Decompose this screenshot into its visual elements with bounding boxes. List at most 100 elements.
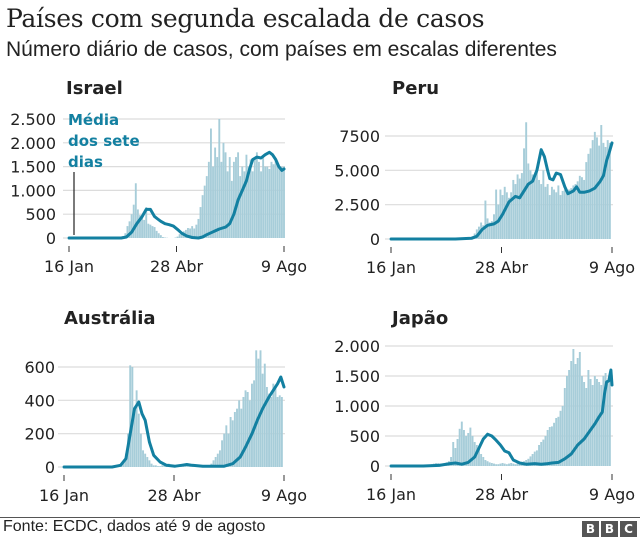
daily-bar-australia (236, 408, 238, 467)
y-tick-label-japan: 2.000 (334, 337, 380, 356)
daily-bar-japan (486, 461, 489, 466)
daily-bar-israel (197, 218, 200, 238)
daily-bar-israel (239, 176, 242, 238)
daily-bar-israel (149, 224, 152, 238)
daily-bar-australia (135, 390, 138, 467)
daily-bar-japan (548, 427, 551, 466)
daily-bar-israel (191, 226, 194, 238)
daily-bar-japan (460, 421, 463, 466)
bbc-logo-letter: B (601, 521, 618, 537)
daily-bar-australia (270, 397, 273, 467)
x-tick-label-israel: 16 Jan (44, 257, 94, 276)
daily-bar-israel (212, 166, 214, 238)
y-tick-label-israel: 0 (46, 229, 56, 248)
daily-bar-japan (608, 379, 611, 466)
daily-bar-israel (147, 223, 150, 238)
footer-divider (0, 517, 640, 518)
daily-bar-israel (243, 171, 246, 238)
seven-day-average-annotation: Média dos sete dias (68, 110, 140, 173)
daily-bar-israel (260, 171, 262, 238)
daily-bar-peru (516, 174, 519, 239)
daily-bar-japan (484, 460, 487, 466)
daily-bar-japan (503, 463, 506, 466)
daily-bar-australia (154, 465, 157, 467)
daily-bar-japan (499, 463, 502, 466)
daily-bar-israel (132, 204, 135, 238)
daily-bar-japan (467, 433, 470, 466)
daily-bar-australia (184, 466, 187, 467)
daily-bar-israel (178, 234, 181, 238)
daily-bar-israel (203, 185, 206, 238)
daily-bar-peru (490, 221, 493, 239)
daily-bar-australia (246, 392, 249, 467)
x-tick-label-australia: 16 Jan (39, 486, 89, 505)
daily-bar-japan (585, 388, 588, 466)
daily-bar-australia (186, 466, 189, 467)
daily-bar-japan (452, 442, 455, 466)
y-tick-label-peru: 7500 (339, 127, 380, 146)
daily-bar-israel (205, 176, 208, 238)
daily-bar-israel (159, 235, 162, 238)
daily-bar-australia (161, 465, 164, 467)
daily-bar-peru (495, 189, 498, 239)
daily-bar-australia (251, 383, 253, 467)
daily-bar-japan (572, 349, 575, 466)
annotation-line-1: Média (68, 111, 120, 129)
daily-bar-peru (548, 195, 551, 239)
daily-bar-peru (546, 184, 549, 239)
daily-bar-japan (593, 376, 596, 466)
x-tick-label-japan: 28 Abr (475, 485, 529, 504)
daily-bar-israel (276, 166, 279, 238)
daily-bar-israel (241, 166, 244, 238)
daily-bar-australia (157, 466, 159, 467)
daily-bar-israel (280, 166, 283, 238)
chart-title: Países com segunda escalada de casos (6, 4, 485, 33)
daily-bar-peru (486, 218, 489, 239)
daily-bar-peru (538, 179, 541, 239)
daily-bar-japan (578, 352, 581, 466)
panel-title-israel: Israel (66, 78, 123, 99)
daily-bar-australia (278, 395, 281, 467)
daily-bar-australia (231, 420, 234, 467)
daily-bar-australia (144, 453, 147, 467)
daily-bar-australia (182, 466, 185, 467)
daily-bar-japan (471, 436, 474, 466)
daily-bar-japan (557, 416, 560, 466)
daily-bar-israel (128, 221, 131, 238)
chart-subtitle: Número diário de casos, com países em es… (6, 38, 557, 61)
daily-bar-peru (555, 192, 558, 239)
daily-bar-peru (559, 195, 562, 239)
daily-bar-israel (180, 232, 183, 238)
panel-title-peru: Peru (392, 78, 440, 99)
daily-bar-japan (469, 427, 472, 466)
daily-bar-japan (606, 382, 609, 466)
daily-bar-japan (574, 364, 577, 466)
daily-bar-israel (251, 171, 254, 238)
daily-bar-japan (563, 388, 566, 466)
y-tick-label-japan: 1.000 (334, 397, 380, 416)
daily-bar-peru (514, 184, 517, 239)
daily-bar-australia (142, 450, 144, 467)
annotation-line-3: dias (68, 153, 103, 171)
daily-bar-israel (161, 237, 164, 238)
daily-bar-australia (227, 433, 230, 467)
daily-bar-israel (222, 142, 225, 238)
x-tick-label-peru: 16 Jan (366, 258, 416, 277)
daily-bar-japan (510, 463, 513, 466)
daily-bar-israel (143, 219, 146, 238)
daily-bar-japan (583, 382, 586, 466)
daily-bar-japan (514, 464, 517, 466)
daily-bar-australia (265, 387, 268, 467)
daily-bar-peru (574, 184, 577, 239)
daily-bar-australia (259, 350, 262, 467)
daily-bar-peru (598, 145, 601, 239)
daily-bar-australia (242, 397, 245, 467)
daily-bar-peru (576, 181, 579, 239)
daily-bar-peru (568, 189, 571, 239)
daily-bar-japan (580, 376, 583, 466)
daily-bar-peru (585, 162, 588, 239)
daily-bar-australia (261, 373, 264, 467)
daily-bar-peru (542, 170, 545, 239)
daily-bar-israel (247, 166, 250, 238)
y-tick-label-peru: 0 (370, 230, 380, 249)
